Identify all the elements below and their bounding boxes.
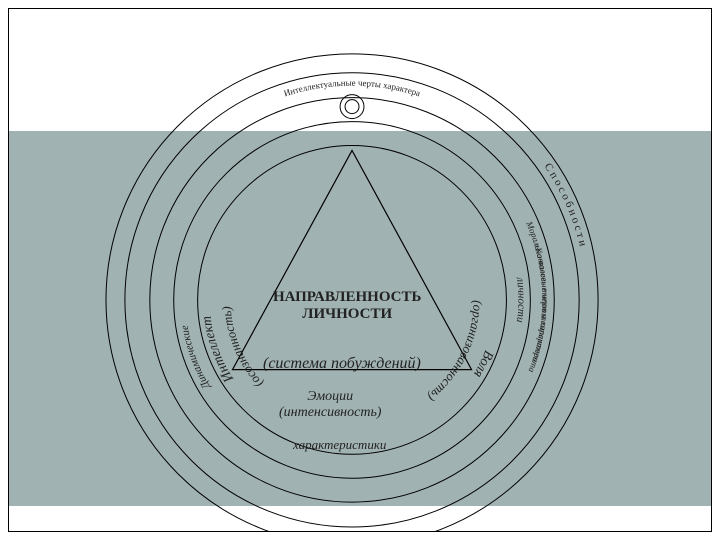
center-emotion: Эмоции (интенсивность) [279,389,381,421]
center-title-line2: ЛИЧНОСТИ [273,306,421,323]
svg-text:(организованность): (организованность) [425,300,485,405]
center-subtitle: (система побуждений) [263,355,421,373]
center-characteristics: характеристики [293,437,386,453]
center-title: НАПРАВЛЕННОСТЬ ЛИЧНОСТИ [273,289,421,323]
center-emotion-line2: (интенсивность) [279,405,381,421]
svg-text:С п о с о б н о с т и: С п о с о б н о с т и [542,161,589,248]
svg-text:Интеллектуальные черты характе: Интеллектуальные черты характера [282,78,421,99]
center-subtitle-text: (система побуждений) [263,355,421,372]
svg-text:личности: личности [514,276,528,324]
center-title-line1: НАПРАВЛЕННОСТЬ [273,289,421,306]
outer-frame: Интеллект(осознанность)Воля(организованн… [8,8,712,532]
center-char-text: характеристики [293,437,386,452]
center-emotion-line1: Эмоции [279,389,381,405]
